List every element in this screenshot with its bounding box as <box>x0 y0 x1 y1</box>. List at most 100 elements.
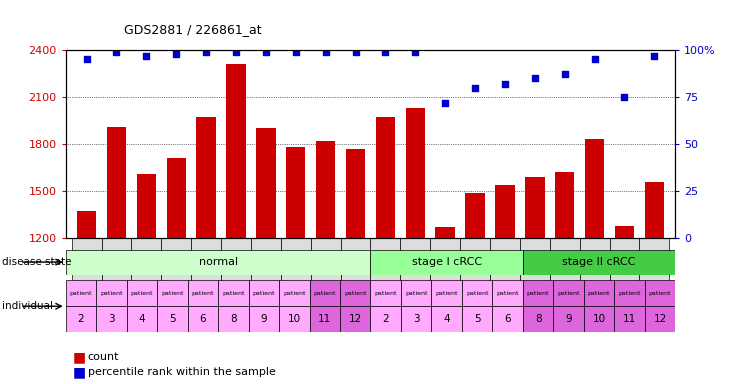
Text: patient: patient <box>405 291 428 296</box>
Bar <box>585 139 604 238</box>
Bar <box>66 306 96 332</box>
Point <box>230 49 242 55</box>
Bar <box>251 238 281 285</box>
Text: patient: patient <box>344 291 366 296</box>
Text: 10: 10 <box>593 314 606 324</box>
Bar <box>645 182 664 238</box>
Point <box>111 49 123 55</box>
Bar <box>248 280 279 306</box>
Bar <box>376 118 395 238</box>
Bar <box>137 174 156 238</box>
Text: patient: patient <box>191 291 214 296</box>
Bar <box>555 172 575 238</box>
Bar <box>66 250 370 275</box>
Text: stage II cRCC: stage II cRCC <box>562 257 636 267</box>
Text: patient: patient <box>527 291 550 296</box>
Bar <box>77 212 96 238</box>
Bar <box>615 280 645 306</box>
Text: 6: 6 <box>199 314 206 324</box>
Bar <box>610 238 639 285</box>
Bar <box>166 158 186 238</box>
Bar <box>645 280 675 306</box>
Bar <box>492 306 523 332</box>
Bar <box>523 306 553 332</box>
Bar <box>370 250 523 275</box>
Bar <box>248 306 279 332</box>
Bar <box>553 280 584 306</box>
Bar <box>221 238 251 285</box>
Point <box>290 49 301 55</box>
Text: 4: 4 <box>443 314 450 324</box>
Bar <box>431 306 462 332</box>
Bar <box>584 280 614 306</box>
Bar <box>157 280 188 306</box>
Bar <box>436 227 455 238</box>
Text: patient: patient <box>435 291 458 296</box>
Text: 4: 4 <box>139 314 145 324</box>
Bar <box>400 238 430 285</box>
Bar <box>161 238 191 285</box>
Text: count: count <box>88 352 119 362</box>
Bar <box>279 280 310 306</box>
Text: 2: 2 <box>77 314 84 324</box>
Bar <box>96 306 127 332</box>
Bar <box>523 280 553 306</box>
Bar <box>127 306 157 332</box>
Text: patient: patient <box>253 291 275 296</box>
Bar <box>311 238 341 285</box>
Bar <box>550 238 580 285</box>
Bar <box>218 280 248 306</box>
Text: patient: patient <box>69 291 92 296</box>
Text: patient: patient <box>588 291 610 296</box>
Bar <box>431 280 462 306</box>
Bar <box>401 306 431 332</box>
Point <box>200 49 212 55</box>
Point <box>618 94 630 100</box>
Text: 8: 8 <box>230 314 237 324</box>
Text: ■: ■ <box>73 350 86 364</box>
Point <box>320 49 331 55</box>
Bar <box>523 250 675 275</box>
Bar <box>462 306 492 332</box>
Bar <box>256 128 276 238</box>
Point <box>380 49 391 55</box>
Text: patient: patient <box>222 291 245 296</box>
Text: patient: patient <box>557 291 580 296</box>
Bar <box>316 141 335 238</box>
Text: 9: 9 <box>261 314 267 324</box>
Bar <box>580 238 610 285</box>
Bar <box>465 193 485 238</box>
Text: 5: 5 <box>474 314 480 324</box>
Bar <box>157 306 188 332</box>
Bar <box>645 306 675 332</box>
Bar <box>310 306 340 332</box>
Text: 3: 3 <box>108 314 115 324</box>
Text: 8: 8 <box>535 314 542 324</box>
Text: patient: patient <box>313 291 336 296</box>
Text: patient: patient <box>496 291 519 296</box>
Point <box>559 71 571 78</box>
Text: patient: patient <box>161 291 184 296</box>
Point <box>439 99 451 106</box>
Bar <box>218 306 248 332</box>
Text: 9: 9 <box>565 314 572 324</box>
Bar <box>131 238 161 285</box>
Point <box>350 49 361 55</box>
Bar <box>615 225 634 238</box>
Bar <box>401 280 431 306</box>
Text: patient: patient <box>466 291 488 296</box>
Bar <box>279 306 310 332</box>
Text: individual: individual <box>2 301 53 311</box>
Bar <box>72 238 101 285</box>
Text: 3: 3 <box>413 314 420 324</box>
Point <box>648 53 660 59</box>
Point <box>529 75 541 81</box>
Bar <box>495 185 515 238</box>
Text: 6: 6 <box>504 314 511 324</box>
Bar <box>188 280 218 306</box>
Bar <box>371 238 400 285</box>
Point <box>260 49 272 55</box>
Bar <box>490 238 520 285</box>
Bar <box>191 238 221 285</box>
Text: 2: 2 <box>383 314 389 324</box>
